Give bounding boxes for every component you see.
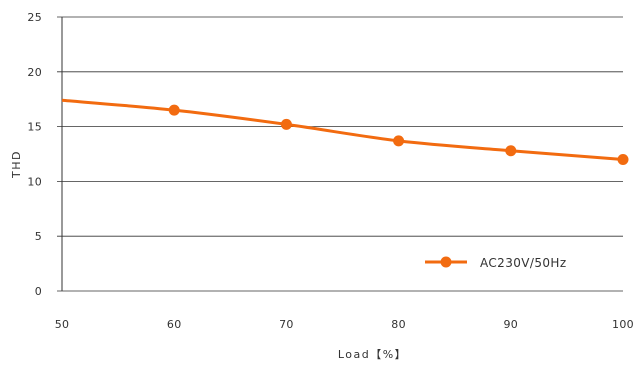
x-axis-label: Load【%】	[338, 348, 407, 361]
y-axis-label: THD	[10, 150, 23, 179]
legend-label: AC230V/50Hz	[480, 256, 567, 270]
legend-marker	[440, 256, 452, 268]
y-tick-label: 15	[27, 121, 42, 134]
y-tick-labels: 0 5 10 15 20 25	[27, 11, 42, 298]
data-point	[617, 153, 629, 165]
grid-lines	[57, 16, 623, 292]
data-point	[393, 135, 405, 147]
series-group	[61, 98, 629, 165]
x-tick-label: 60	[167, 318, 182, 331]
x-tick-label: 90	[503, 318, 518, 331]
data-point	[168, 104, 180, 116]
x-tick-label: 70	[279, 318, 294, 331]
x-tick-label: 100	[612, 318, 634, 331]
x-tick-label: 50	[55, 318, 70, 331]
legend: AC230V/50Hz	[425, 256, 567, 270]
y-tick-label: 5	[35, 230, 42, 243]
series-line	[61, 98, 624, 161]
data-point	[280, 118, 292, 130]
y-tick-label: 0	[35, 285, 42, 298]
x-tick-label: 80	[391, 318, 406, 331]
y-tick-label: 10	[27, 175, 42, 188]
y-tick-label: 25	[27, 11, 42, 24]
data-point	[505, 145, 517, 157]
y-tick-label: 20	[27, 66, 42, 79]
x-tick-labels: 50 60 70 80 90 100	[55, 318, 634, 331]
